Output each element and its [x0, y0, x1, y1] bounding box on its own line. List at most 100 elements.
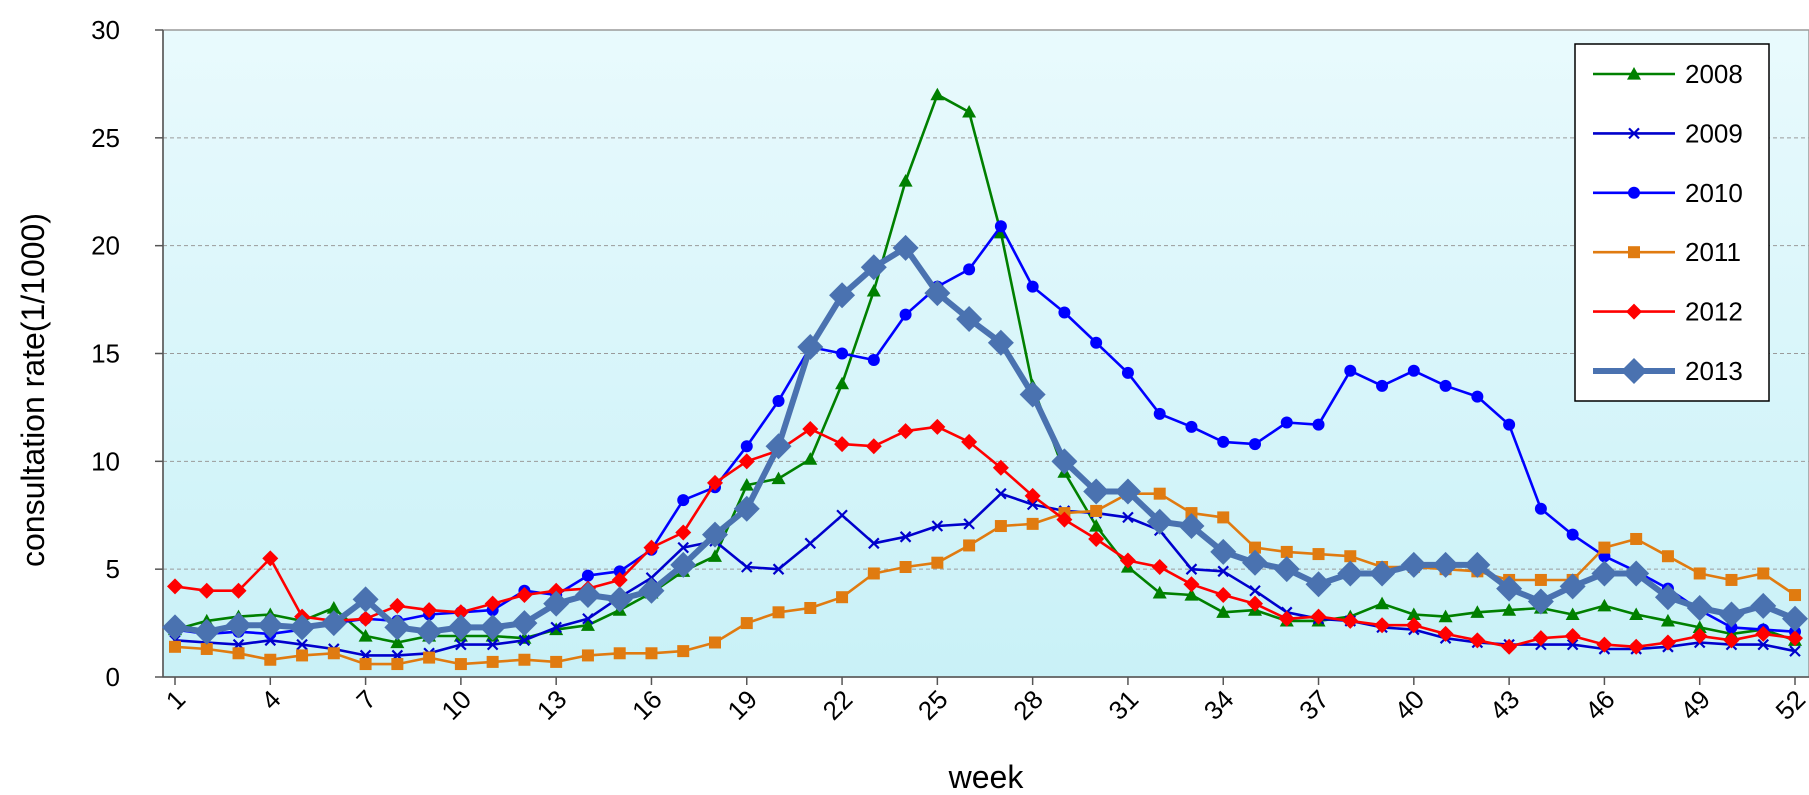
legend-item-2013: 2013: [1593, 356, 1743, 386]
x-tick-label: 31: [1103, 684, 1145, 726]
data-point: [1725, 573, 1738, 586]
data-point: [1185, 563, 1198, 575]
series-line: [174, 492, 1796, 657]
x-tick-label: 1: [160, 684, 191, 715]
data-point: [930, 87, 945, 101]
data-point: [1693, 567, 1706, 580]
data-point: [677, 541, 690, 554]
data-point: [1344, 550, 1357, 563]
data-point: [931, 556, 944, 569]
data-point: [1337, 560, 1364, 587]
data-point: [643, 539, 660, 556]
data-point: [802, 420, 819, 437]
data-point: [836, 347, 849, 360]
data-point: [518, 634, 531, 647]
data-point: [709, 636, 721, 649]
legend-label: 2013: [1685, 356, 1743, 386]
data-point: [606, 586, 633, 613]
series-line: [174, 93, 1796, 644]
data-point: [162, 614, 188, 641]
data-point: [1210, 538, 1237, 565]
x-tick-label: 46: [1579, 684, 1621, 726]
y-tick-label: 20: [91, 231, 120, 261]
data-point: [1407, 364, 1420, 377]
data-point: [326, 600, 341, 614]
data-point: [1566, 638, 1579, 651]
data-point: [384, 614, 411, 641]
data-point: [391, 658, 404, 671]
data-point: [580, 618, 595, 631]
data-point: [1178, 513, 1205, 540]
data-point: [1026, 498, 1039, 511]
data-point: [835, 376, 850, 390]
data-point: [1437, 625, 1454, 642]
series-line: [174, 425, 1796, 649]
data-point: [262, 550, 279, 567]
data-point: [1185, 420, 1198, 433]
data-point: [581, 649, 594, 662]
data-point: [1503, 418, 1516, 431]
data-point: [1151, 559, 1168, 576]
data-point: [1464, 551, 1491, 578]
data-point: [867, 353, 880, 366]
data-point: [1024, 487, 1041, 504]
data-point: [581, 569, 594, 582]
data-point: [1026, 517, 1039, 530]
data-point: [1527, 588, 1554, 615]
data-point: [1026, 280, 1039, 293]
data-point: [1534, 573, 1547, 586]
data-point: [574, 582, 601, 609]
legend-label: 2010: [1685, 178, 1743, 208]
data-point: [1152, 585, 1167, 599]
data-point: [924, 280, 951, 307]
data-point: [1723, 632, 1740, 649]
data-point: [296, 649, 309, 662]
data-point: [1559, 573, 1586, 600]
data-point: [264, 653, 277, 666]
y-tick-label: 10: [91, 446, 120, 476]
series-line: [174, 492, 1796, 666]
data-point: [1090, 336, 1103, 349]
data-point: [516, 587, 533, 604]
data-point: [1630, 532, 1643, 545]
data-point: [1692, 620, 1707, 633]
data-point: [994, 520, 1007, 533]
data-point: [1789, 589, 1801, 602]
data-point: [1598, 541, 1611, 554]
data-point: [899, 561, 912, 574]
series-2013: [162, 234, 1808, 645]
data-point: [638, 577, 665, 604]
data-point: [836, 591, 849, 604]
data-point: [677, 645, 690, 658]
data-point: [1217, 565, 1230, 578]
data-point: [987, 329, 1014, 356]
data-point: [865, 438, 882, 455]
data-point: [613, 647, 626, 660]
data-point: [740, 561, 753, 573]
data-point: [740, 617, 753, 630]
data-point: [1470, 605, 1485, 618]
data-point: [1310, 608, 1327, 625]
data-point: [707, 474, 723, 491]
data-point: [1534, 502, 1547, 515]
data-point: [1089, 519, 1104, 532]
data-point: [1146, 508, 1173, 535]
data-point: [511, 610, 538, 637]
data-point: [1405, 617, 1422, 634]
data-point: [486, 655, 499, 668]
data-point: [1184, 588, 1199, 601]
legend-swatch-marker: [1628, 246, 1640, 259]
data-point: [708, 549, 722, 562]
legend-swatch-marker: [1628, 127, 1640, 140]
data-point: [320, 610, 347, 637]
x-tick-label: 43: [1484, 684, 1526, 726]
data-point: [1406, 607, 1421, 621]
data-point: [1597, 598, 1612, 612]
data-point: [232, 647, 245, 660]
data-point: [1374, 617, 1391, 634]
data-point: [897, 423, 914, 440]
data-point: [1532, 630, 1549, 647]
data-point: [771, 471, 786, 485]
data-point: [1629, 607, 1644, 621]
data-point: [1216, 605, 1231, 618]
